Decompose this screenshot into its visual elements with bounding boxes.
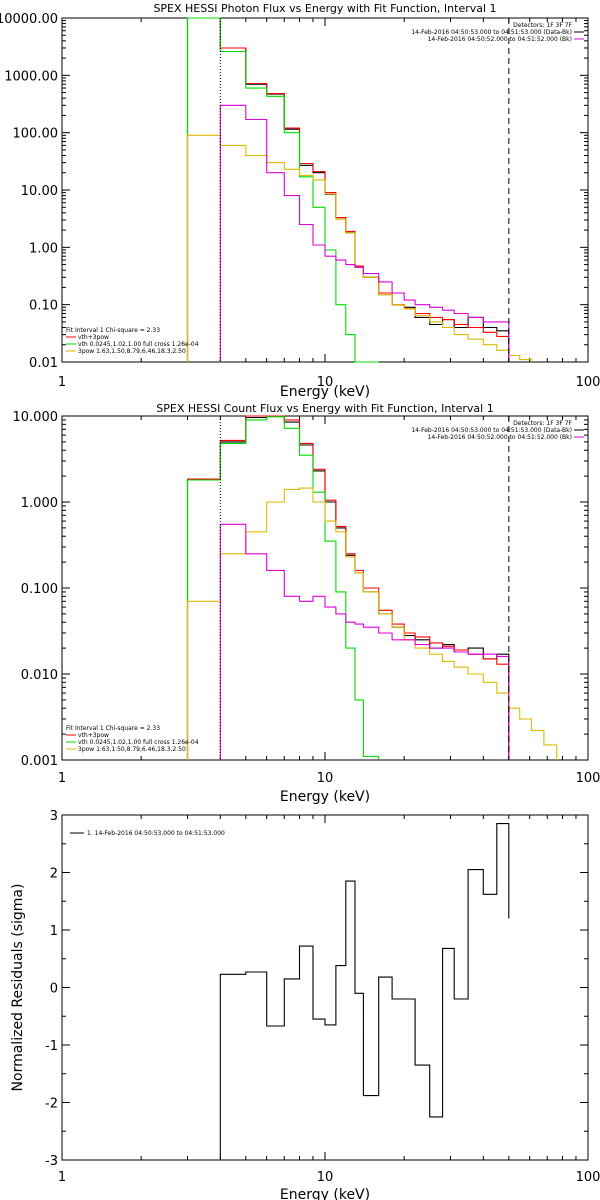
chart1-series-4-line [186, 134, 533, 362]
chart1-x-tick-label: 100 [576, 375, 600, 390]
chart1-legend-label: vth+3pow [78, 334, 109, 341]
chart2-y-tick-label: 1.000 [21, 496, 58, 511]
chart2-x-tick-label: 10 [317, 771, 334, 786]
chart3-y-tick-label: 0 [50, 982, 58, 997]
chart3-y-tick-label: 3 [50, 809, 58, 824]
chart2-title: SPEX HESSI Count Flux vs Energy with Fit… [156, 402, 493, 415]
chart3-y-tick-label: 2 [50, 867, 58, 882]
chart2-x-tick-label: 1 [58, 771, 66, 786]
chart2-header-line: 14-Feb-2016 04:50:52.000 to 04:51:52.000… [428, 434, 572, 441]
chart2-header-line: 14-Feb-2016 04:50:53.000 to 04:51:53.000… [411, 427, 572, 434]
chart3-x-tick-label: 1 [58, 1170, 66, 1185]
chart2-series-5-line [219, 523, 510, 760]
chart2-series-1-line [186, 415, 510, 760]
chart2-legend-label: 3pow 1.63,1.50,8.79,6.46,18.3,2.50 [78, 746, 186, 753]
chart2-x-label: Energy (keV) [280, 789, 370, 805]
chart1-x-label: Energy (keV) [280, 384, 370, 400]
chart2-y-tick-label: 0.001 [21, 754, 58, 769]
chart1-y-tick-label: 0.01 [29, 356, 58, 371]
chart3-series-1-line [219, 823, 510, 1160]
chart1-x-tick-label: 10 [317, 375, 334, 390]
chart2-legend-label: vth+3pow [78, 732, 109, 739]
chart1-series-1-line [186, 17, 510, 362]
chart2-header-line: Detectors: 1F 3F 7F [513, 420, 572, 427]
chart2-y-tick-label: 0.100 [21, 582, 58, 597]
chart3-y-tick-label: -2 [45, 1097, 58, 1112]
chart1-title: SPEX HESSI Photon Flux vs Energy with Fi… [153, 2, 496, 15]
chart3-y-tick-label: -3 [45, 1154, 58, 1169]
chart1-legend-label: 3pow 1.63,1.50,8.79,6.46,18.3,2.50 [78, 348, 186, 355]
chart1-header-line: 14-Feb-2016 04:50:52.000 to 04:51:52.000… [428, 36, 572, 43]
chart2-fit-label: Fit Interval 1 Chi-square = 2.33 [66, 725, 160, 732]
chart2-x-tick-label: 100 [576, 771, 600, 786]
chart1-y-tick-label: 0.10 [29, 299, 58, 314]
chart2-series-4-line [186, 487, 558, 760]
chart3-x-label: Energy (keV) [280, 1187, 370, 1200]
chart3-y-label: Normalized Residuals (sigma) [10, 884, 26, 1092]
chart1-legend-label: vth 0.0245,1.02,1.00 full cross 1.26e-04 [78, 341, 199, 348]
chart1-series-5-line [219, 104, 510, 362]
chart3-legend-label: 1. 14-Feb-2016 04:50:53.000 to 04:51:53.… [87, 830, 225, 837]
chart2-y-tick-label: 0.010 [21, 668, 58, 683]
chart1-y-tick-label: 1.00 [29, 241, 58, 256]
chart1-series-2-line [186, 17, 510, 362]
chart2-y-tick-label: 10.000 [13, 410, 59, 425]
chart1-y-tick-label: 1000.00 [4, 69, 58, 84]
chart3-x-tick-label: 10 [317, 1170, 334, 1185]
chart3-x-tick-label: 100 [576, 1170, 600, 1185]
chart1-fit-label: Fit Interval 1 Chi-square = 2.33 [66, 327, 160, 334]
chart1-y-tick-label: 100.00 [13, 127, 59, 142]
chart3-y-tick-label: -1 [45, 1039, 58, 1054]
chart2-legend-label: vth 0.0245,1.02,1.00 full cross 1.26e-04 [78, 739, 199, 746]
chart1-header-line: Detectors: 1F 3F 7F [513, 22, 572, 29]
chart1-x-tick-label: 1 [58, 375, 66, 390]
chart1-y-tick-label: 10.00 [21, 184, 58, 199]
chart1-y-tick-label: 10000.00 [0, 12, 58, 27]
chart1-series-3-line [186, 17, 379, 363]
chart3-y-tick-label: 1 [50, 924, 58, 939]
chart2-series-3-line [186, 416, 380, 760]
chart1-header-line: 14-Feb-2016 04:50:53.000 to 04:51:53.000… [411, 29, 572, 36]
chart2-series-2-line [186, 415, 510, 760]
